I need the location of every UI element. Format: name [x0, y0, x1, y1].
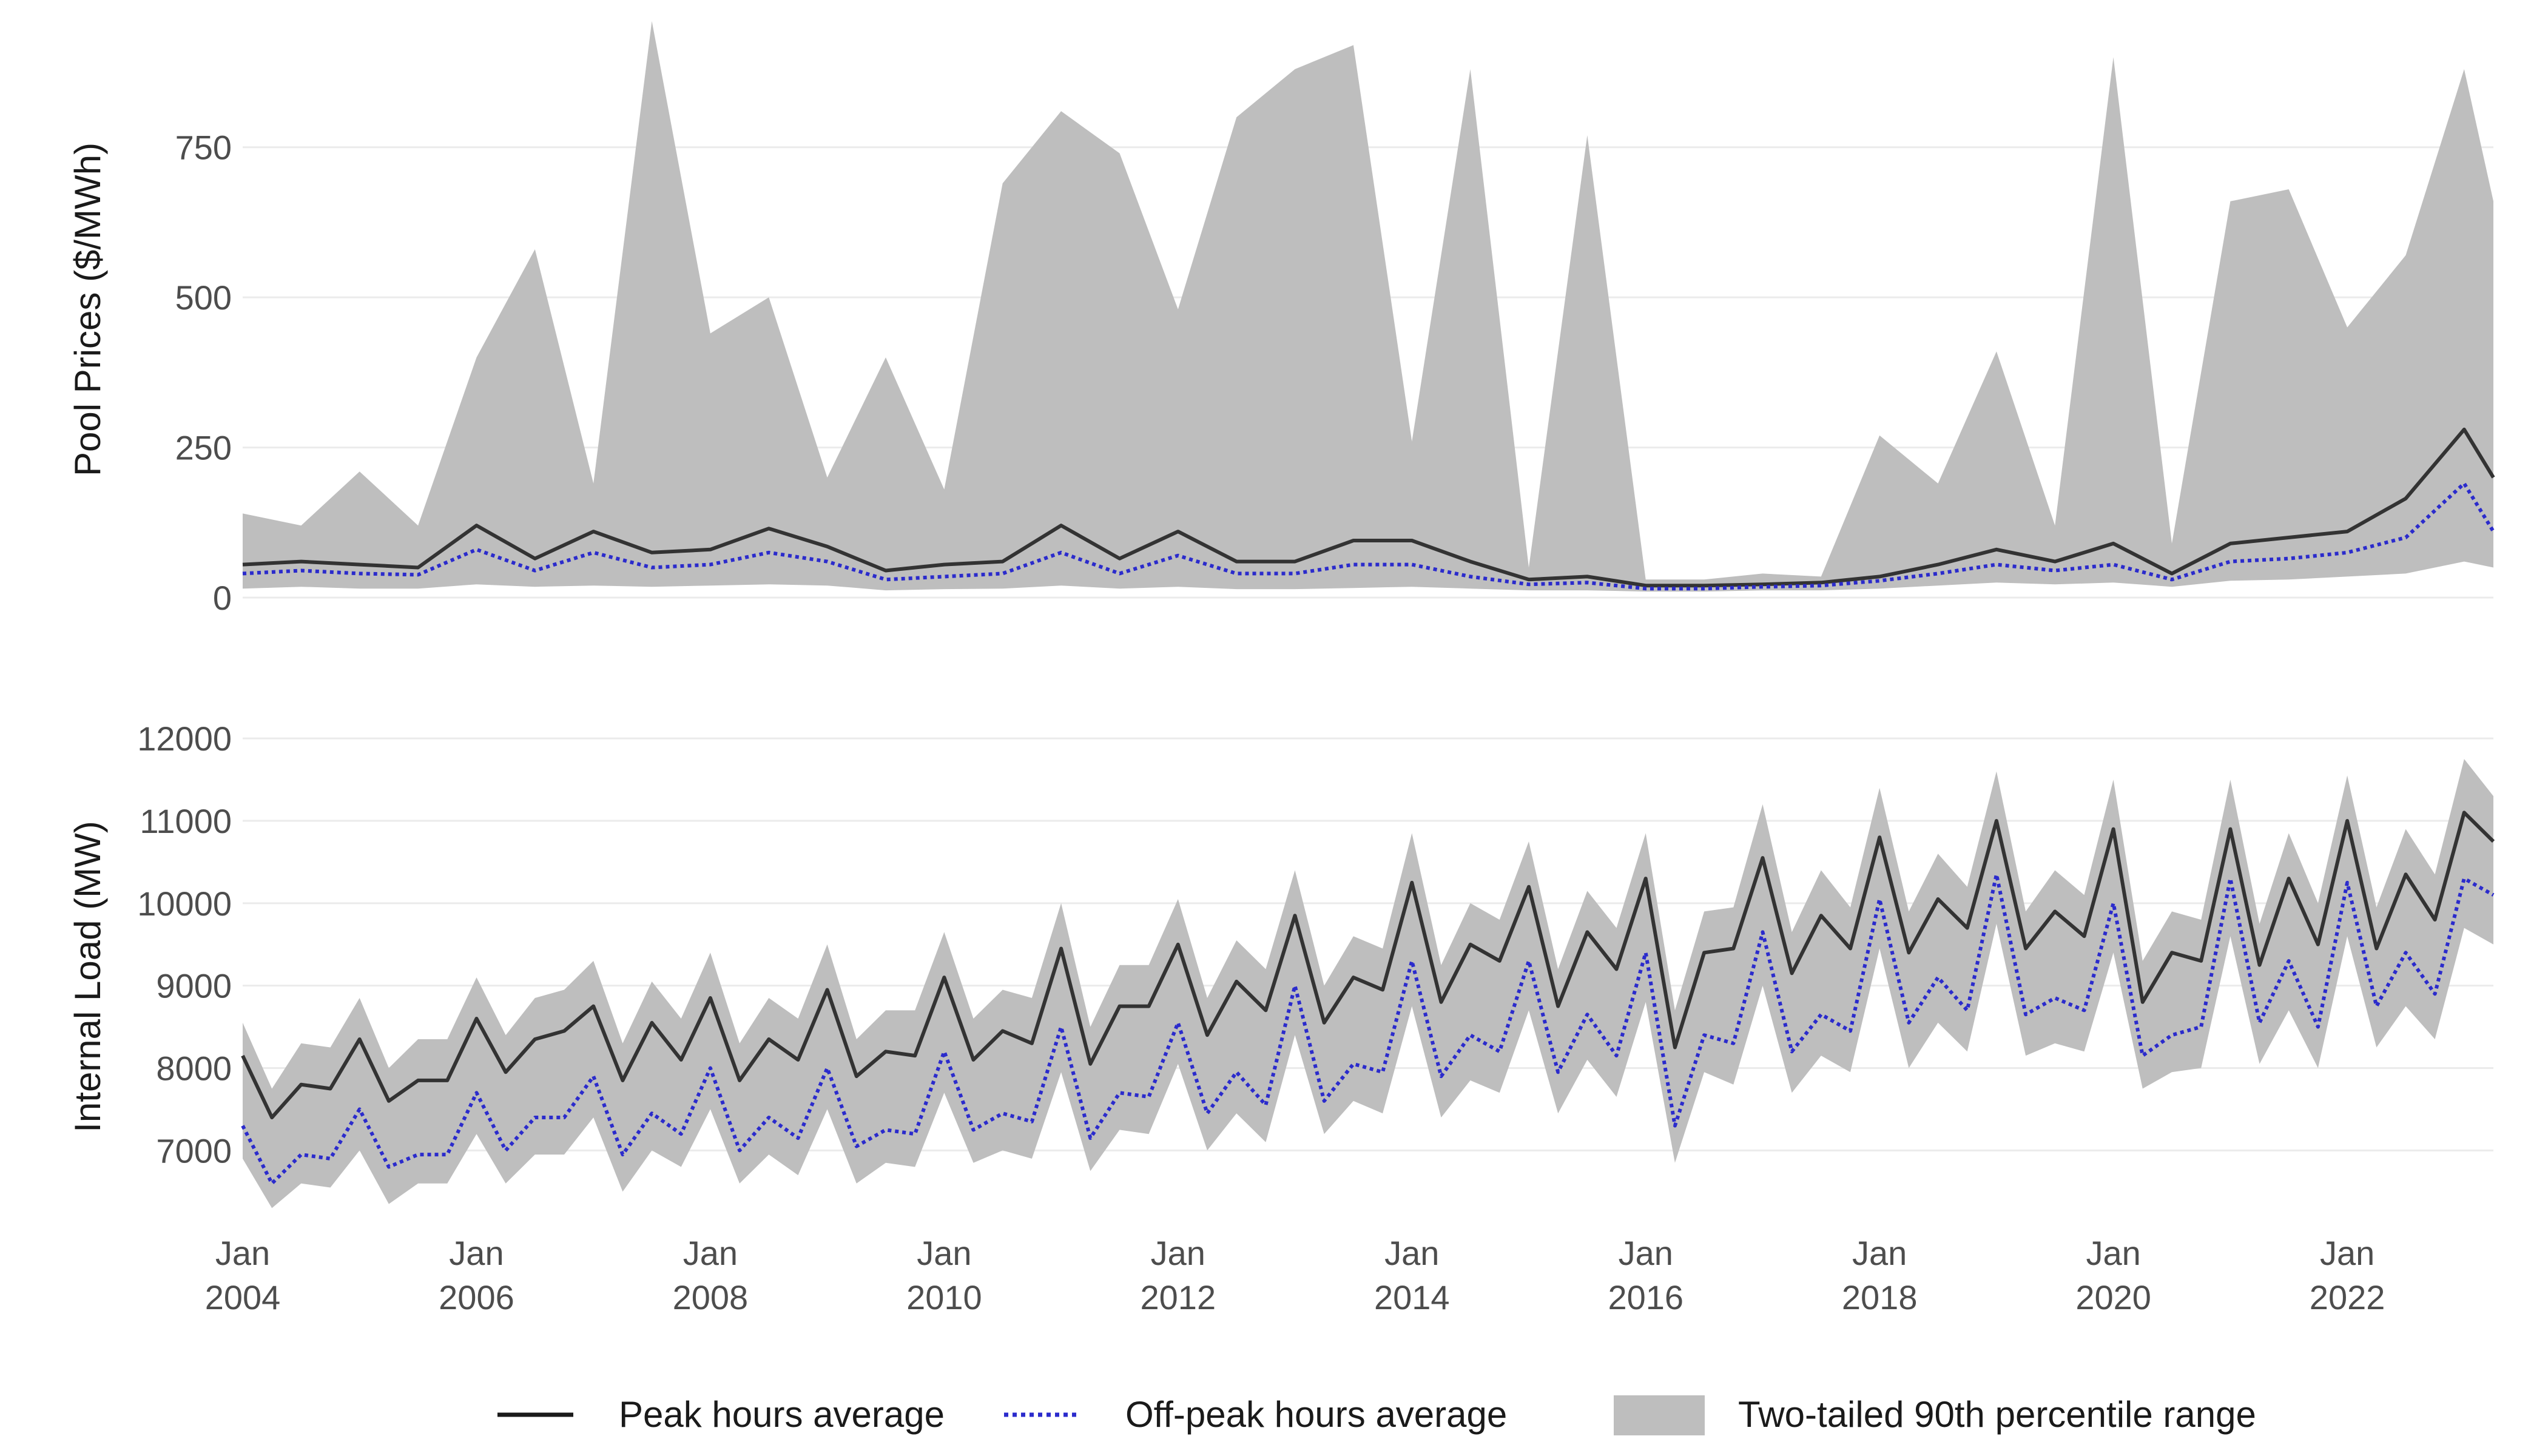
legend-label-range: Two-tailed 90th percentile range: [1738, 1394, 2256, 1435]
x-tick-label-year: 2018: [1842, 1278, 1918, 1316]
x-tick-label-year: 2010: [906, 1278, 982, 1316]
price-line-offpeak: [242, 481, 2495, 591]
x-tick-label-month: Jan: [2320, 1234, 2374, 1272]
price-y-tick-label: 250: [175, 429, 232, 467]
load-line-peak: [241, 811, 2495, 1119]
load-line-offpeak: [241, 872, 2495, 1185]
x-tick-label-year: 2012: [1141, 1278, 1216, 1316]
load-y-tick-label: 12000: [137, 720, 232, 758]
legend-item-range: Two-tailed 90th percentile range: [1614, 1394, 2256, 1435]
price-y-tick-label: 500: [175, 278, 232, 317]
legend-item-peak: Peak hours average: [497, 1394, 945, 1435]
x-tick-label-year: 2004: [205, 1278, 281, 1316]
legend-label-peak: Peak hours average: [619, 1394, 945, 1435]
price-y-tick-label: 0: [213, 579, 232, 617]
price-band-area: [243, 21, 2493, 592]
legend-label-offpeak: Off-peak hours average: [1125, 1394, 1507, 1435]
load-y-tick-label: 10000: [137, 885, 232, 923]
x-tick-label-year: 2014: [1374, 1278, 1450, 1316]
load-y-ticks: 7000 8000 9000 10000 11000 12000: [137, 720, 232, 1170]
price-percentile-band: [243, 21, 2493, 592]
x-tick-label-month: Jan: [215, 1234, 270, 1272]
x-tick-label-year: 2020: [2075, 1278, 2151, 1316]
x-tick-label-year: 2022: [2310, 1278, 2385, 1316]
price-y-tick-label: 750: [175, 129, 232, 167]
legend-item-offpeak: Off-peak hours average: [1004, 1394, 1507, 1435]
x-tick-label-month: Jan: [2086, 1234, 2140, 1272]
load-y-tick-label: 7000: [156, 1131, 232, 1170]
load-y-tick-label: 9000: [156, 967, 232, 1005]
x-tick-label-month: Jan: [1151, 1234, 1205, 1272]
price-y-axis-title: Pool Prices ($/MWh): [67, 143, 108, 476]
price-panel: 0 250 500 750 Pool Prices ($/MWh): [67, 21, 2495, 617]
x-tick-label-year: 2006: [439, 1278, 514, 1316]
x-axis-ticks: Jan 2004 Jan 2006 Jan 2008 Jan 2010 Jan 2012 Jan 20…: [205, 1234, 2385, 1316]
x-tick-label-month: Jan: [1384, 1234, 1439, 1272]
x-tick-label-year: 2016: [1608, 1278, 1684, 1316]
legend-swatch-range: [1614, 1395, 1705, 1435]
x-tick-label-month: Jan: [1619, 1234, 1673, 1272]
price-series-lines: [242, 427, 2495, 591]
price-line-peak: [242, 427, 2495, 588]
x-tick-label-month: Jan: [683, 1234, 738, 1272]
x-tick-label-month: Jan: [1852, 1234, 1907, 1272]
x-tick-label-year: 2008: [673, 1278, 749, 1316]
price-y-ticks: 0 250 500 750: [175, 129, 232, 617]
load-panel: 7000 8000 9000 10000 11000 12000 Internal Loa…: [67, 720, 2495, 1316]
load-series-lines: [241, 811, 2495, 1185]
x-tick-label-month: Jan: [917, 1234, 971, 1272]
load-y-tick-label: 8000: [156, 1050, 232, 1088]
x-tick-label-month: Jan: [449, 1234, 504, 1272]
load-y-axis-title: Internal Load (MW): [67, 821, 108, 1133]
chart-legend: Peak hours average Off-peak hours averag…: [497, 1394, 2256, 1435]
load-y-tick-label: 11000: [140, 802, 232, 840]
